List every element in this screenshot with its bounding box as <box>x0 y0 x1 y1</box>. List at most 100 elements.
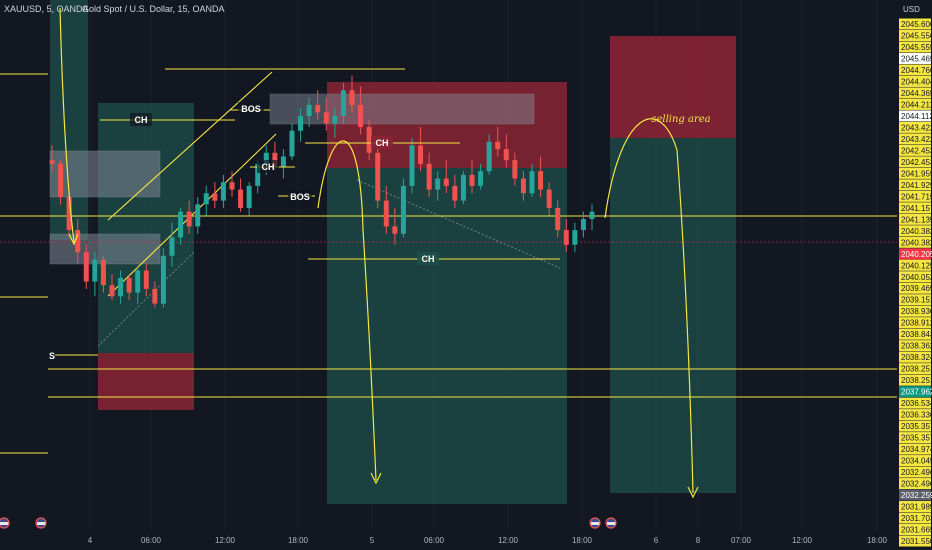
time-tick-label: 06:00 <box>424 536 445 545</box>
time-tick-label: 07:00 <box>731 536 752 545</box>
price-tick-label: 2045.600 <box>901 20 932 29</box>
price-label-bg <box>899 18 931 30</box>
price-tick-label: 2038.251 <box>901 365 932 374</box>
price-tick-label: 2044.211 <box>901 100 932 109</box>
price-label-bg <box>899 236 931 248</box>
price-label-bg <box>899 420 931 432</box>
price-tick-label: 2036.336 <box>901 411 932 420</box>
price-label-bg <box>899 524 931 536</box>
candle-down <box>418 145 424 164</box>
candle-up <box>409 145 415 186</box>
candle-up <box>400 185 406 234</box>
us-flag-icon <box>589 517 601 529</box>
price-label-bg <box>899 489 931 501</box>
channel-lines <box>107 71 277 297</box>
time-tick-label: 12:00 <box>215 536 236 545</box>
price-label-bg <box>899 363 931 375</box>
candle-down <box>538 171 544 190</box>
price-tick-label: 2036.534 <box>901 399 932 408</box>
price-label-bg <box>899 351 931 363</box>
price-tick-label: 2045.555 <box>901 43 932 52</box>
price-label-bg <box>899 110 931 122</box>
candle-down <box>452 185 458 201</box>
price-tick-label: 2035.357 <box>901 434 932 443</box>
price-label-bg <box>899 190 931 202</box>
candles <box>49 75 595 308</box>
candle-up <box>220 182 226 201</box>
candle-up <box>169 237 175 256</box>
price-label-bg <box>899 271 931 283</box>
candle-up <box>178 211 184 238</box>
candle-up <box>255 163 261 186</box>
price-tick-label: 2038.251 <box>901 376 932 385</box>
time-axis[interactable]: 4 06:00 12:00 18:00 5 06:00 12:00 18:00 6 8 07:00 1… <box>88 536 888 545</box>
price-tick-label: 2044.112 <box>901 112 932 121</box>
candle-down <box>358 104 364 128</box>
price-label-bg <box>899 305 931 317</box>
candle-down <box>443 178 449 186</box>
event-icons[interactable] <box>0 517 617 529</box>
price-label-bg <box>899 179 931 191</box>
price-label-bg <box>899 432 931 444</box>
candle-down <box>212 193 218 201</box>
chart-header: XAUUSD, 5, OANDA Gold Spot / U.S. Dollar… <box>4 4 225 14</box>
projection-arrows <box>59 7 699 499</box>
price-label-bg <box>899 225 931 237</box>
levels <box>0 68 897 454</box>
price-label-bg <box>899 317 931 329</box>
candle-down <box>495 141 501 150</box>
symbol-title: XAUUSD, 5, OANDA <box>4 4 89 14</box>
price-label-bg <box>899 133 931 145</box>
price-tick-label: 2045.556 <box>901 31 932 40</box>
arrow-left-curve <box>59 7 75 243</box>
label-bos-2: BOS <box>290 192 310 202</box>
candle-up <box>118 277 124 297</box>
candle-down <box>109 285 115 297</box>
candle-down <box>563 230 569 245</box>
price-axis[interactable]: USD 2045.600 2045.556 2045.555 2045.465 2044… <box>899 5 932 547</box>
price-label-bg <box>899 259 931 271</box>
label-selling-area: selling area <box>651 114 710 125</box>
price-tick-label: 2044.404 <box>901 77 932 86</box>
price-label-bg <box>899 386 931 398</box>
price-tick-label: 2031.665 <box>901 526 932 535</box>
price-label-bg <box>899 202 931 214</box>
price-label-bg <box>899 98 931 110</box>
candle-down <box>349 90 355 105</box>
candle-up <box>280 156 286 168</box>
candle-down <box>323 112 329 124</box>
price-labels: 2045.600 2045.556 2045.555 2045.465 2044.766… <box>899 18 932 547</box>
price-tick-label: 2032.259 <box>901 491 932 500</box>
arrowhead-left <box>68 233 79 246</box>
time-tick-label: 12:00 <box>498 536 519 545</box>
symbol-description: Gold Spot / U.S. Dollar, 15, OANDA <box>82 4 225 14</box>
time-tick-label: 06:00 <box>141 536 162 545</box>
price-tick-label: 2035.357 <box>901 422 932 431</box>
arrow-mid-curve <box>317 140 377 481</box>
candle-up <box>478 171 484 186</box>
grey-box-3 <box>269 93 535 125</box>
candle-down <box>238 189 244 208</box>
price-tick-label: 2041.135 <box>901 215 932 224</box>
price-tick-label: 2031.703 <box>901 514 932 523</box>
price-tick-label: 2045.465 <box>901 54 932 63</box>
candle-up <box>298 115 304 131</box>
price-label-bg <box>899 248 931 260</box>
price-tick-label: 2038.362 <box>901 342 932 351</box>
price-tick-label: 2040.125 <box>901 261 932 270</box>
candle-up <box>435 178 441 190</box>
candle-up <box>572 230 578 245</box>
candle-down <box>555 207 561 231</box>
price-tick-label: 2040.205 <box>901 250 932 259</box>
price-label-bg <box>899 443 931 455</box>
time-tick-label: 18:00 <box>288 536 309 545</box>
arrow-right-curve <box>604 118 694 494</box>
price-label-bg <box>899 340 931 352</box>
price-label-bg <box>899 167 931 179</box>
price-tick-label: 2031.550 <box>901 537 932 546</box>
sell-zone-1 <box>98 353 194 410</box>
price-tick-label: 2034.974 <box>901 445 932 454</box>
price-tick-label: 2041.157 <box>901 204 932 213</box>
candle-down <box>512 160 518 179</box>
